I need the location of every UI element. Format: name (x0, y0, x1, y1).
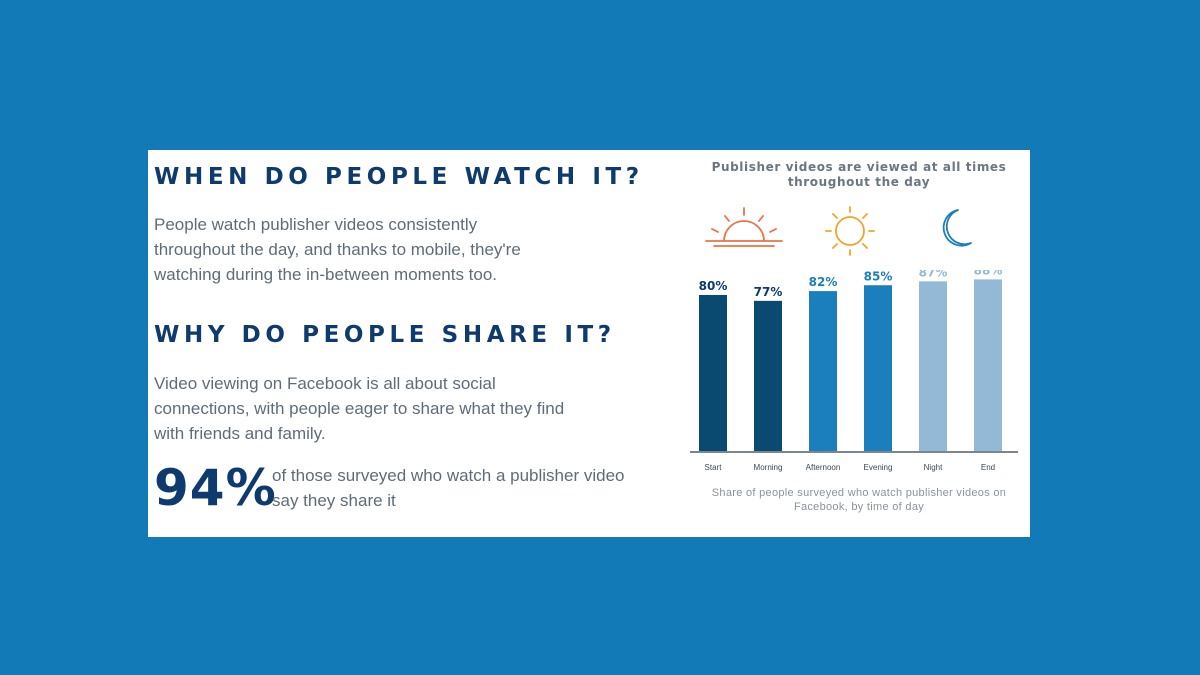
x-tick-label: Morning (754, 463, 783, 472)
bar-value-label: 80% (699, 279, 728, 293)
bar-morning (754, 300, 782, 451)
bar-end (974, 279, 1002, 451)
bar-value-label: 82% (809, 275, 838, 289)
bar-value-label: 88% (974, 270, 1003, 277)
stat-description: of those surveyed who watch a publisher … (272, 466, 625, 510)
heading-when-watch: WHEN DO PEOPLE WATCH IT? (154, 164, 644, 190)
sun-icon (825, 206, 875, 256)
bar-afternoon (809, 291, 837, 451)
heading-why-share: WHY DO PEOPLE SHARE IT? (154, 322, 616, 348)
x-tick-label: Evening (864, 463, 893, 472)
bar-value-label: 87% (919, 270, 948, 279)
share-stat: 94% of those surveyed who watch a publis… (154, 458, 674, 518)
chart-caption: Share of people surveyed who watch publi… (711, 487, 1007, 513)
paragraph-why-share: Video viewing on Facebook is all about s… (154, 374, 565, 443)
time-of-day-chart: Publisher videos are viewed at all times… (688, 150, 1030, 537)
sunrise-icon (705, 207, 783, 247)
bar-value-label: 85% (864, 270, 893, 283)
x-tick-label: Afternoon (806, 463, 841, 472)
infographic-card: WHEN DO PEOPLE WATCH IT? People watch pu… (148, 150, 1030, 537)
bar-start (699, 295, 727, 451)
bar-value-label: 77% (754, 285, 783, 299)
paragraph-when-watch: People watch publisher videos consistent… (154, 215, 521, 284)
x-tick-label: Start (705, 463, 723, 472)
x-tick-label: End (981, 463, 995, 472)
chart-title: Publisher videos are viewed at all times… (711, 160, 1007, 189)
bar-chart: 80% Start 77% Morning 82% Afternoon 85% Evening… (690, 270, 1018, 472)
moon-icon (942, 209, 972, 247)
x-tick-label: Night (924, 463, 943, 472)
stat-value: 94% (154, 459, 277, 517)
bar-night (919, 281, 947, 451)
bar-evening (864, 285, 892, 451)
